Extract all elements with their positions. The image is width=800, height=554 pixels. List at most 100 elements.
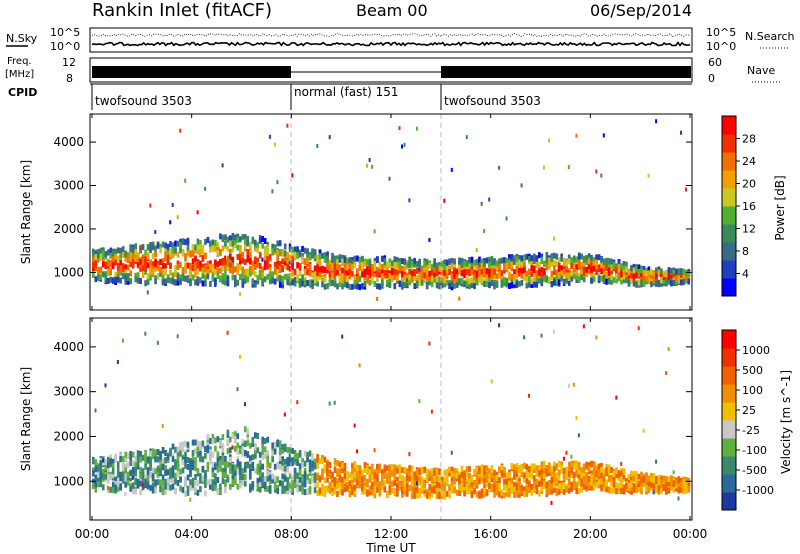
heatmap-cell: [273, 483, 277, 490]
heatmap-cell: [144, 331, 147, 336]
heatmap-cell: [617, 260, 621, 267]
heatmap-cell: [475, 491, 479, 498]
heatmap-cell: [318, 488, 322, 495]
heatmap-cell: [169, 468, 172, 475]
heatmap-cell: [687, 271, 691, 278]
heatmap-cell: [408, 269, 411, 276]
heatmap-cell: [214, 283, 217, 288]
heatmap-cell: [548, 485, 551, 492]
heatmap-cell: [174, 247, 177, 254]
heatmap-cell: [600, 463, 603, 469]
heatmap-cell: [585, 480, 588, 486]
heatmap-cell: [176, 480, 180, 486]
heatmap-cell: [131, 253, 135, 260]
heatmap-cell: [515, 467, 519, 473]
heatmap-cell: [114, 456, 117, 463]
heatmap-cell: [396, 262, 399, 269]
heatmap-cell: [191, 265, 195, 272]
heatmap-cell: [543, 473, 546, 480]
heatmap-cell: [508, 472, 511, 479]
heatmap-cell: [286, 273, 289, 280]
heatmap-cell: [630, 470, 633, 477]
heatmap-cell: [249, 464, 251, 469]
heatmap-cell: [114, 248, 117, 255]
velocity-colorbar-swatch: [722, 420, 736, 439]
heatmap-cell: [553, 259, 556, 266]
heatmap-cell: [503, 466, 506, 473]
heatmap-cell: [219, 488, 222, 494]
heatmap-cell: [141, 244, 145, 251]
heatmap-cell: [640, 279, 643, 286]
heatmap-cell: [194, 487, 197, 494]
heatmap-cell: [398, 464, 402, 471]
heatmap-cell: [161, 447, 165, 453]
heatmap-cell: [443, 476, 446, 483]
heatmap-cell: [92, 262, 95, 269]
heatmap-cell: [214, 262, 217, 269]
heatmap-cell: [448, 485, 451, 492]
heatmap-cell: [136, 277, 140, 284]
heatmap-cell: [670, 280, 673, 287]
y-tick-label: 4000: [53, 340, 84, 354]
heatmap-cell: [273, 262, 277, 268]
heatmap-cell: [468, 265, 471, 272]
heatmap-cell: [254, 447, 257, 454]
heatmap-cell: [637, 326, 640, 331]
heatmap-cell: [393, 479, 397, 486]
heatmap-cell: [226, 276, 230, 283]
heatmap-cell: [216, 488, 220, 495]
heatmap-cell: [553, 482, 556, 489]
heatmap-cell: [468, 466, 471, 472]
heatmap-cell: [403, 142, 406, 147]
heatmap-cell: [251, 236, 255, 243]
heatmap-cell: [301, 480, 304, 487]
heatmap-cell: [662, 277, 666, 284]
heatmap-cell: [533, 467, 536, 474]
heatmap-cell: [214, 245, 217, 252]
heatmap-cell: [415, 280, 419, 287]
heatmap-cell: [445, 470, 449, 477]
heatmap-cell: [371, 278, 374, 284]
heatmap-cell: [186, 457, 190, 464]
heatmap-cell: [595, 259, 598, 266]
noise-tick-high-right: 10^5: [706, 26, 736, 39]
heatmap-cell: [234, 234, 237, 241]
heatmap-cell: [241, 479, 245, 486]
heatmap-cell: [306, 452, 309, 459]
heatmap-cell: [398, 469, 402, 476]
heatmap-cell: [224, 258, 227, 265]
heatmap-cell: [567, 258, 571, 265]
heatmap-cell: [283, 485, 287, 492]
heatmap-cell: [209, 458, 212, 465]
heatmap-cell: [281, 275, 284, 282]
heatmap-cell: [366, 259, 369, 266]
heatmap-cell: [440, 282, 444, 289]
time-tick-label: 16:00: [473, 527, 508, 541]
heatmap-cell: [318, 249, 322, 256]
heatmap-cell: [316, 462, 319, 469]
heatmap-cell: [677, 269, 681, 276]
heatmap-cell: [239, 258, 242, 265]
heatmap-cell: [348, 268, 352, 275]
heatmap-cell: [665, 475, 668, 482]
heatmap-cell: [577, 488, 581, 495]
heatmap-cell: [154, 230, 157, 234]
heatmap-cell: [488, 268, 491, 275]
heatmap-cell: [443, 264, 446, 271]
heatmap-cell: [401, 258, 404, 265]
heatmap-cell: [450, 257, 454, 264]
heatmap-cell: [92, 259, 95, 265]
heatmap-cell: [575, 471, 578, 478]
heatmap-cell: [336, 491, 339, 497]
heatmap-cell: [321, 472, 324, 479]
heatmap-cell: [403, 282, 407, 289]
heatmap-cell: [560, 467, 563, 474]
heatmap-cell: [428, 475, 431, 482]
heatmap-cell: [577, 272, 581, 279]
heatmap-cell: [139, 247, 142, 254]
heatmap-cell: [655, 267, 658, 274]
heatmap-cell: [635, 472, 638, 479]
heatmap-cell: [455, 276, 459, 283]
heatmap-cell: [268, 471, 272, 478]
heatmap-cell: [565, 263, 568, 270]
